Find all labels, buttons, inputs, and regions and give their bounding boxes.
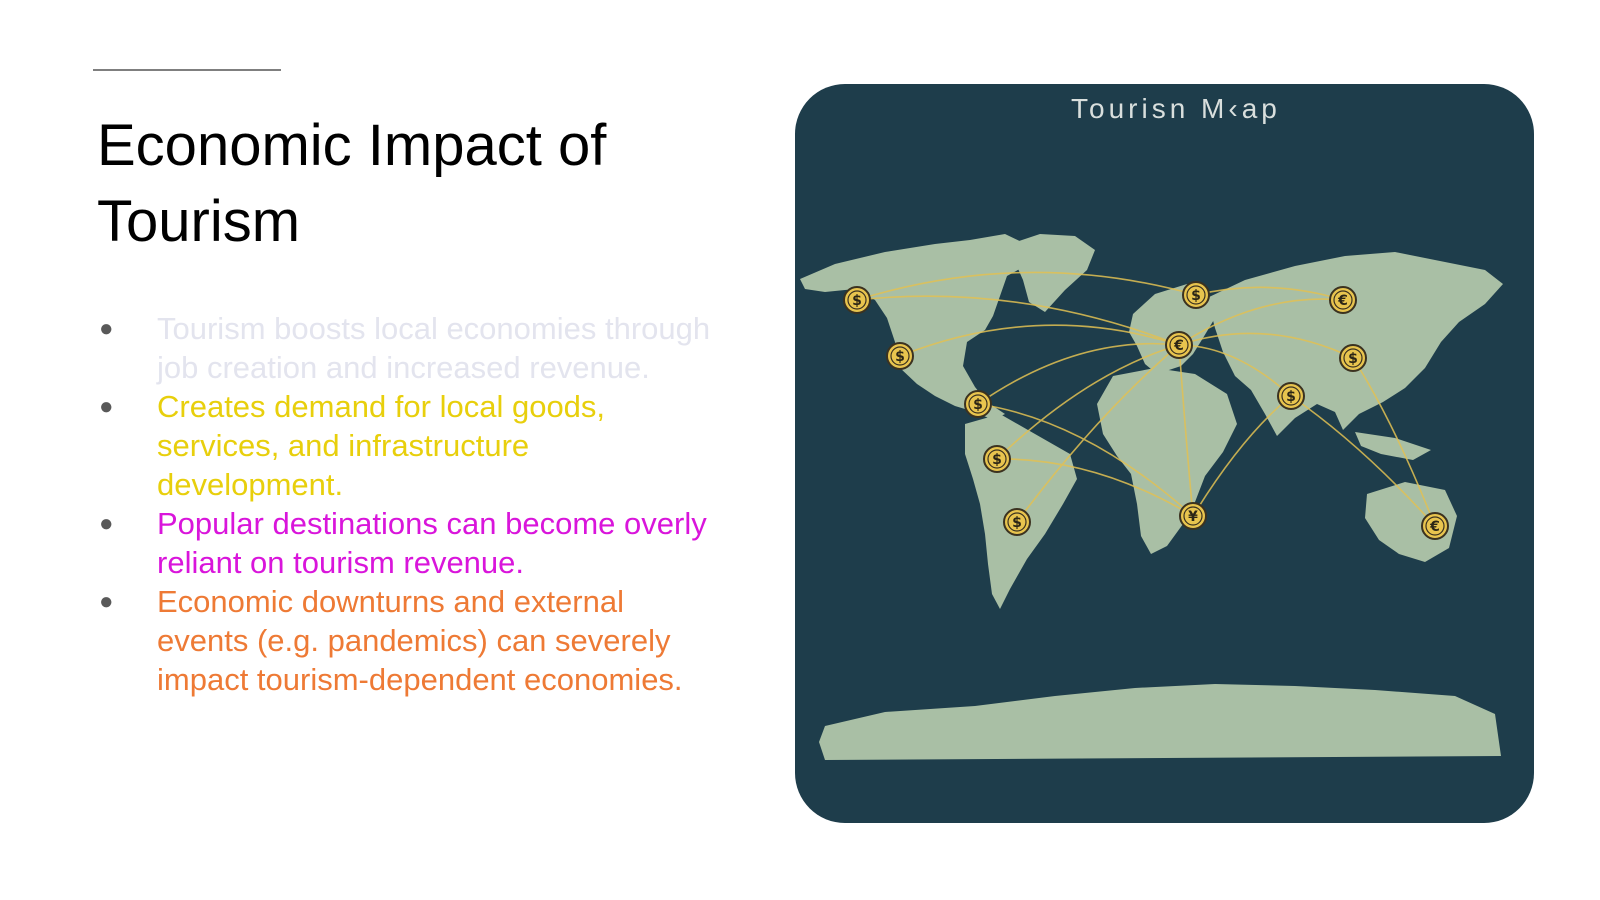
bullet-dot-icon: ● (99, 588, 114, 615)
currency-symbol: $ (895, 349, 905, 365)
currency-symbol: $ (1191, 288, 1201, 304)
bullet-item: ● Creates demand for local goods, servic… (97, 387, 717, 504)
currency-marker-russia: € (1329, 286, 1357, 314)
antarctica (819, 684, 1501, 760)
route-line (1290, 395, 1436, 527)
bullet-item: ● Popular destinations can become overly… (97, 504, 717, 582)
currency-marker-india: $ (1277, 382, 1305, 410)
bullet-dot-icon: ● (99, 315, 114, 342)
route-line (856, 295, 1180, 346)
currency-marker-colombia: $ (983, 445, 1011, 473)
continents (800, 234, 1503, 760)
australia (1365, 482, 1457, 562)
coin-ring (1169, 335, 1189, 355)
currency-symbol: $ (992, 452, 1002, 468)
route-line (1178, 332, 1354, 359)
coin-ring (847, 290, 867, 310)
bullet-text: Tourism boosts local economies through j… (157, 311, 711, 385)
currency-marker-australia: € (1421, 512, 1449, 540)
currency-symbol: $ (1286, 389, 1296, 405)
currency-symbol: $ (852, 293, 862, 309)
bullet-dot-icon: ● (99, 510, 114, 537)
coin-ring (1281, 386, 1301, 406)
currency-symbol: ¥ (1188, 509, 1198, 525)
currency-marker-china: $ (1339, 344, 1367, 372)
coin-ring (1343, 348, 1363, 368)
route-line (1178, 344, 1194, 517)
coin-ring (987, 449, 1007, 469)
slide-title: Economic Impact of Tourism (97, 113, 607, 254)
coin-ring (1186, 285, 1206, 305)
currency-markers: $ $ $ $ $ $ € ¥ $ € $ € (843, 281, 1449, 540)
bullet-text: Creates demand for local goods, services… (157, 389, 606, 502)
bullet-text: Economic downturns and external events (… (157, 584, 683, 697)
currency-symbol: € (1337, 293, 1348, 309)
map-caption: Tourisn M‹ap (1071, 93, 1281, 124)
bullet-dot-icon: ● (99, 393, 114, 420)
africa (1097, 368, 1237, 554)
currency-symbol: $ (973, 397, 983, 413)
route-line (856, 271, 1197, 301)
currency-symbol: € (1173, 338, 1184, 354)
currency-marker-scandinavia: $ (1182, 281, 1210, 309)
coin-ring (968, 394, 988, 414)
bullet-list: ● Tourism boosts local economies through… (97, 309, 717, 699)
currency-marker-southern-africa: ¥ (1179, 502, 1207, 530)
world-map-illustration: Tourisn M‹ap $ $ $ $ $ $ € ¥ $ € $ € (800, 93, 1503, 760)
route-line (1016, 344, 1180, 523)
currency-symbol: $ (1012, 515, 1022, 531)
coin-ring (890, 346, 910, 366)
route-line (1195, 286, 1344, 301)
currency-symbol: € (1429, 519, 1440, 535)
bullet-item: ● Tourism boosts local economies through… (97, 309, 717, 387)
tourism-routes (856, 271, 1436, 527)
route-line (996, 458, 1194, 517)
route-line (899, 324, 1180, 357)
route-line (1352, 357, 1436, 527)
bullet-item: ● Economic downturns and external events… (97, 582, 717, 699)
route-line (996, 344, 1180, 460)
top-divider (93, 69, 281, 71)
currency-marker-usa-west-coast: $ (886, 342, 914, 370)
coin-ring (1333, 290, 1353, 310)
bullet-text: Popular destinations can become overly r… (157, 506, 707, 580)
route-line (1178, 298, 1344, 346)
currency-marker-europe: € (1165, 331, 1193, 359)
currency-marker-caribbean: $ (964, 390, 992, 418)
north-america (800, 234, 1030, 420)
coin-ring (1183, 506, 1203, 526)
route-line (977, 403, 1194, 517)
route-line (1192, 395, 1292, 517)
currency-marker-argentina: $ (1003, 508, 1031, 536)
asia (1207, 252, 1503, 436)
coin-ring (1425, 516, 1445, 536)
currency-symbol: $ (1348, 351, 1358, 367)
tourism-map-image: Tourisn M‹ap $ $ $ $ $ $ € ¥ $ € $ € (795, 84, 1534, 823)
southeast-asia-islands (1355, 432, 1431, 460)
route-line (977, 342, 1180, 405)
currency-marker-north-america-west: $ (843, 286, 871, 314)
coin-ring (1007, 512, 1027, 532)
